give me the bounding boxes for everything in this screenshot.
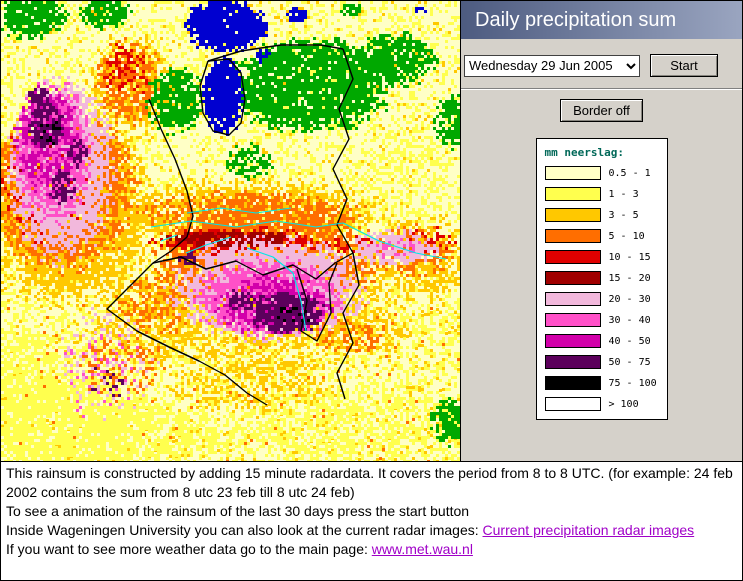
legend-label: 40 - 50 [608,335,651,347]
legend-swatch [544,208,601,222]
footer-line-3: Inside Wageningen University you can als… [6,521,737,540]
legend-swatch [544,292,601,306]
legend-label: 30 - 40 [608,314,651,326]
legend-label: 50 - 75 [608,356,651,368]
legend-swatch [544,334,601,348]
legend-swatch [544,313,601,327]
date-controls: Wednesday 29 Jun 2005 Start [464,54,738,77]
legend-swatch [544,166,601,180]
legend-row: 30 - 40 [544,313,661,327]
date-select[interactable]: Wednesday 29 Jun 2005 [464,54,640,77]
legend-label: 1 - 3 [608,188,639,200]
legend-swatch [544,376,601,390]
legend-title: mm neerslag: [544,146,624,159]
legend-label: 0.5 - 1 [608,167,651,179]
legend-label: 20 - 30 [608,293,651,305]
border-toggle-button[interactable]: Border off [560,99,643,122]
legend-swatch [544,355,601,369]
footer-line-2: To see a animation of the rainsum of the… [6,503,470,519]
footer-line-1: This rainsum is constructed by adding 15… [6,465,733,500]
legend-row: 75 - 100 [544,376,661,390]
legend-label: 5 - 10 [608,230,645,242]
footer-line-3-text: Inside Wageningen University you can als… [6,522,483,538]
legend-row: 50 - 75 [544,355,661,369]
legend-row: 20 - 30 [544,292,661,306]
legend-swatch [544,229,601,243]
page-title: Daily precipitation sum [461,1,742,39]
legend-label: 15 - 20 [608,272,651,284]
right-panel: Daily precipitation sum Wednesday 29 Jun… [461,1,742,461]
legend-swatch [544,397,601,411]
top-section: Daily precipitation sum Wednesday 29 Jun… [1,1,742,462]
main-page-link[interactable]: www.met.wau.nl [371,541,473,557]
legend-label: 75 - 100 [608,377,657,389]
legend-swatch [544,187,601,201]
legend-swatch [544,250,601,264]
footer-text: This rainsum is constructed by adding 15… [1,462,742,580]
legend-label: 10 - 15 [608,251,651,263]
current-radar-link[interactable]: Current precipitation radar images [482,522,695,538]
legend-row: 40 - 50 [544,334,661,348]
legend-swatch [544,271,601,285]
legend: mm neerslag: 0.5 - 1 1 - 3 3 - 5 5 - 10 10 -… [535,138,668,420]
legend-rows: 0.5 - 1 1 - 3 3 - 5 5 - 10 10 - 15 15 - 20 20 … [544,166,661,411]
radar-map-container [1,1,461,461]
panel-divider [461,88,742,90]
legend-row: 0.5 - 1 [544,166,661,180]
footer-line-4-text: If you want to see more weather data go … [6,541,372,557]
legend-row: > 100 [544,397,661,411]
border-toggle-row: Border off [461,99,742,122]
legend-label: > 100 [608,398,639,410]
legend-row: 5 - 10 [544,229,661,243]
legend-row: 3 - 5 [544,208,661,222]
legend-label: 3 - 5 [608,209,639,221]
legend-row: 10 - 15 [544,250,661,264]
legend-row: 15 - 20 [544,271,661,285]
legend-row: 1 - 3 [544,187,661,201]
radar-map [1,1,460,461]
footer-line-4: If you want to see more weather data go … [6,540,737,559]
start-button[interactable]: Start [650,54,718,77]
